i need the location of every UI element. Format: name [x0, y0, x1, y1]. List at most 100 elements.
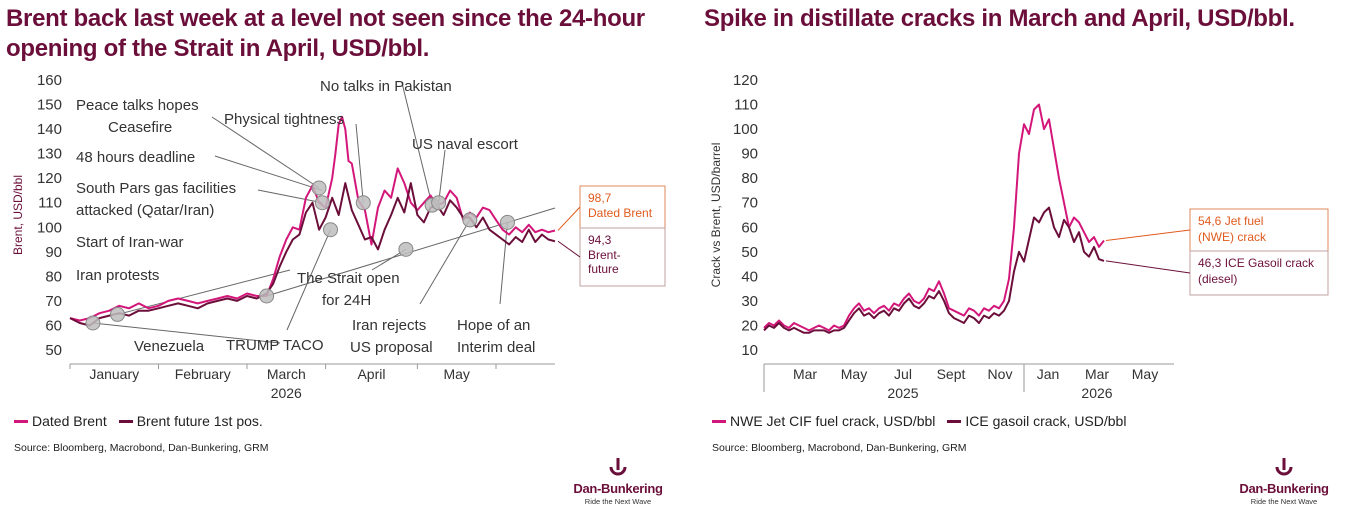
y-tick-label: 110	[734, 97, 758, 114]
logo-tagline: Ride the Next Wave	[1250, 497, 1318, 506]
x-tick-label: March	[267, 366, 306, 382]
x-tick-label: January	[89, 366, 139, 382]
y-tick-label: 160	[37, 72, 62, 89]
end-label-jet-crack-text: 54,6 Jet fuel	[1198, 214, 1263, 228]
y-tick-label: 20	[741, 317, 758, 334]
end-label-brent-future-pointer	[557, 240, 581, 258]
annotation-leader	[257, 189, 323, 204]
annotation-leader	[355, 123, 364, 203]
series-line-ice-gasoil-crack-usd-bbl	[763, 206, 1105, 334]
right-logo: Dan-Bunkering Ride the Next Wave	[1234, 458, 1334, 506]
y-tick-label: 70	[45, 293, 62, 310]
annotation-iran-rejects-us-proposal: Iran rejects US proposal	[350, 317, 433, 356]
y-tick-label: 100	[37, 219, 62, 236]
annotation-leader	[499, 222, 508, 305]
x-year-label: 2025	[887, 385, 918, 401]
end-label-brent-future-text: future	[588, 262, 619, 276]
y-tick-label: 90	[45, 244, 62, 261]
y-tick-label: 120	[733, 72, 758, 89]
annotation-peace-talks-hopes-ceasefire: Peace talks hopes Ceasefire	[76, 97, 199, 136]
annotation-marker	[323, 222, 339, 238]
left-source: Source: Bloomberg, Macrobond, Dan-Bunker…	[14, 442, 269, 454]
legend-item-dated-brent: Dated Brent	[14, 413, 107, 429]
annotation-us-naval-escort: US naval escort	[412, 136, 519, 153]
y-tick-label: 140	[37, 121, 62, 138]
legend-label-dated-brent: Dated Brent	[32, 413, 107, 429]
annotation-the-strait-open-for-24h: The Strait open for 24H	[297, 270, 400, 309]
end-label-gasoil-crack-text: 46,3 ICE Gasoil crack	[1198, 256, 1315, 270]
end-label-gasoil-crack-box	[1189, 250, 1329, 296]
annotation-hope-of-an-interim-deal: Hope of an Interim deal	[457, 317, 535, 356]
annotation-marker	[398, 241, 414, 257]
annotation-leader	[214, 155, 323, 191]
y-tick-label: 50	[741, 244, 758, 261]
annotation-leader	[92, 322, 281, 344]
series-line-nwe-jet-cif-fuel-crack-usd-bbl	[763, 103, 1105, 332]
y-axis-label: Crack vs Brent, USD/barrel	[709, 143, 723, 288]
annotation-leader	[438, 149, 446, 203]
legend-label-jet-crack: NWE Jet CIF fuel crack, USD/bbl	[730, 413, 936, 429]
legend-item-brent-future: Brent future 1st pos.	[118, 413, 263, 429]
annotation-venezuela: Venezuela	[134, 338, 205, 355]
annotation-no-talks-in-pakistan: No talks in Pakistan	[320, 78, 452, 95]
annotation-south-pars-gas-facilities-attacked-qatar-iran: South Pars gas facilities attacked (Qatar…	[76, 180, 236, 219]
y-tick-label: 90	[741, 146, 758, 163]
annotation-leader	[419, 219, 471, 305]
annotation-trump-taco: TRUMP TACO	[226, 337, 324, 354]
y-tick-label: 30	[741, 293, 758, 310]
y-tick-label: 50	[45, 342, 62, 359]
end-label-jet-crack-pointer	[1105, 229, 1191, 242]
x-tick-label: May	[841, 366, 867, 382]
annotation-marker	[355, 195, 371, 211]
series-line-brent-future-1st-pos	[69, 182, 556, 327]
annotation-marker	[499, 214, 515, 230]
y-tick-label: 40	[741, 268, 758, 285]
annotation-48-hours-deadline: 48 hours deadline	[76, 149, 195, 166]
x-tick-label: Mar	[793, 366, 817, 382]
legend-item-gasoil-crack: ICE gasoil crack, USD/bbl	[947, 413, 1126, 429]
end-label-brent-future-text: Brent-	[588, 248, 621, 262]
end-label-gasoil-crack-text: (diesel)	[1198, 272, 1237, 286]
x-tick-label: Nov	[988, 366, 1013, 382]
y-tick-label: 60	[45, 317, 62, 334]
y-tick-label: 80	[741, 170, 758, 187]
annotation-iran-protests: Iran protests	[76, 267, 159, 284]
x-tick-label: April	[357, 366, 385, 382]
x-tick-label: February	[175, 366, 231, 382]
y-tick-label: 120	[37, 170, 62, 187]
annotation-marker	[431, 195, 447, 211]
logo-tagline: Ride the Next Wave	[584, 497, 652, 506]
end-label-gasoil-crack-pointer	[1105, 260, 1191, 274]
x-year-label: 2026	[1081, 385, 1112, 401]
annotation-marker	[314, 195, 330, 211]
end-label-dated-brent-value: 98,7	[588, 191, 612, 205]
left-chart-title: Brent back last week at a level not seen…	[6, 5, 645, 62]
legend-label-gasoil-crack: ICE gasoil crack, USD/bbl	[965, 413, 1127, 429]
right-source: Source: Bloomberg, Macrobond, Dan-Bunker…	[712, 442, 967, 454]
right-chart: Crack vs Brent, USD/barrel 10 20 30 40 50 60 70…	[709, 72, 1329, 401]
logo-icon	[1275, 458, 1293, 476]
legend-item-jet-crack: NWE Jet CIF fuel crack, USD/bbl	[712, 413, 935, 429]
x-tick-label: Mar	[1085, 366, 1109, 382]
y-tick-label: 10	[741, 342, 758, 359]
end-label-dated-brent-pointer	[557, 206, 581, 231]
left-logo: Dan-Bunkering Ride the Next Wave	[568, 458, 668, 506]
annotation-marker	[110, 306, 126, 322]
x-tick-label: May	[443, 366, 469, 382]
annotation-leader	[211, 116, 320, 189]
x-year-label: 2026	[271, 385, 302, 401]
y-tick-label: 150	[37, 97, 62, 114]
y-tick-label: 70	[741, 195, 758, 212]
x-tick-label: Sept	[937, 366, 966, 382]
y-tick-label: 60	[741, 219, 758, 236]
left-chart: Brent, USD/bbl 50 60 70 80 90 100 110 120 130 140 1…	[11, 72, 666, 401]
end-label-jet-crack-text: (NWE) crack	[1198, 230, 1267, 244]
end-label-dated-brent-text: Dated Brent	[588, 206, 653, 220]
annotation-marker	[462, 212, 478, 228]
annotation-marker	[85, 315, 101, 331]
y-axis-label: Brent, USD/bbl	[11, 175, 25, 255]
annotation-leader	[286, 229, 331, 331]
logo-icon	[609, 458, 627, 476]
end-label-brent-future-box	[579, 227, 666, 287]
series-line-dated-brent	[69, 115, 556, 322]
